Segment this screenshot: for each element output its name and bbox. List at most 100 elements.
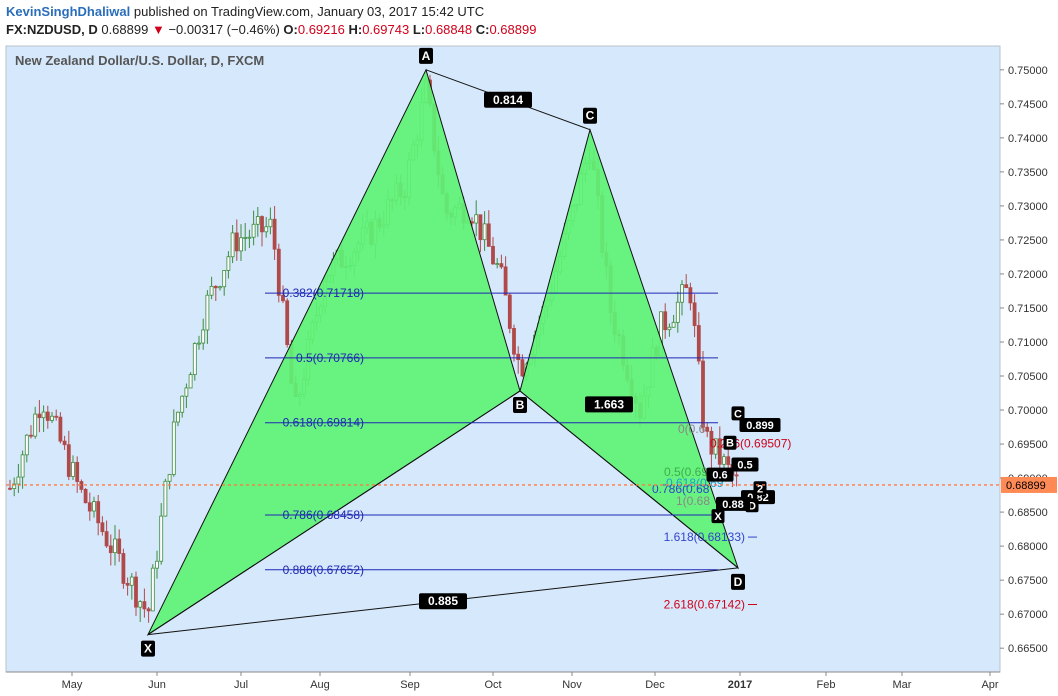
candle-body — [159, 515, 164, 562]
candle-body — [512, 328, 516, 355]
point-b-box — [513, 396, 527, 413]
candle-body — [264, 226, 269, 233]
candle-body — [117, 538, 122, 554]
candle-body — [29, 434, 33, 437]
candle-body — [188, 374, 193, 389]
y-tick-label-3: 0.73500 — [1008, 167, 1048, 179]
chart-area[interactable]: 0.75000 0.74500 0.74000 0.73500 0.73000 0.725… — [0, 42, 1058, 696]
cluster-label-0: 0.236(0.69507) — [710, 436, 791, 450]
open-label: O: — [283, 22, 298, 37]
y-tick-label-10: 0.70000 — [1008, 405, 1048, 417]
cluster-box-0 — [731, 406, 745, 421]
down-arrow-icon: ▼ — [151, 22, 165, 37]
candle-body — [150, 567, 155, 612]
fib-label-2: 0.618(0.69814) — [283, 416, 364, 430]
candle-body — [688, 287, 693, 304]
x-tick-label-4: Sep — [400, 679, 420, 691]
candle-body — [134, 576, 138, 608]
chart-title: New Zealand Dollar/U.S. Dollar, D, FXCM — [15, 53, 265, 68]
cluster-label-5: 0(0.6 — [678, 422, 706, 436]
cluster-label-1: 0.5(0.69 — [664, 465, 708, 479]
y-tick-label-0: 0.75000 — [1008, 65, 1048, 77]
x-tick-label-11: Apr — [981, 679, 998, 691]
open-value: 0.69216 — [297, 22, 345, 37]
ratio-xd-box — [419, 593, 467, 610]
candle-body — [495, 263, 500, 265]
fib-label-4: 0.886(0.67652) — [283, 563, 364, 577]
candle-body — [87, 502, 92, 512]
candle-body — [108, 545, 113, 554]
fib-label-1: 0.5(0.70766) — [296, 351, 364, 365]
cluster-box-8 — [731, 457, 759, 472]
extension-label-1: 2.618(0.67142) — [664, 598, 745, 612]
author-link[interactable]: KevinSinghDhaliwal — [6, 4, 131, 19]
x-tick-label-10: Mar — [893, 679, 912, 691]
candle-body — [663, 311, 668, 331]
y-tick-label-15: 0.67500 — [1008, 575, 1048, 587]
candle-body — [213, 285, 218, 289]
y-tick-label-1: 0.74500 — [1008, 99, 1048, 111]
candle-body — [75, 461, 80, 482]
candle-body — [734, 474, 739, 477]
candle-body — [276, 248, 281, 296]
candle-body — [268, 218, 273, 228]
candle-body — [474, 214, 479, 224]
candle-body — [486, 223, 491, 247]
fib-label-0: 0.382(0.71718) — [283, 286, 364, 300]
candle-body — [138, 601, 143, 608]
y-tick-label-8: 0.71000 — [1008, 337, 1048, 349]
candle-body — [125, 583, 130, 586]
cluster-box-text-9: 0.6 — [712, 470, 727, 482]
point-c-label: C — [586, 109, 595, 123]
low-label: L: — [412, 22, 426, 37]
high-label: H: — [348, 22, 363, 37]
cluster-box-text-1: B — [726, 438, 734, 450]
y-tick-label-2: 0.74000 — [1008, 133, 1048, 145]
candle-body — [8, 487, 12, 490]
close-label: C: — [475, 22, 490, 37]
fib-label-3: 0.786(0.68458) — [283, 508, 364, 522]
point-d-box — [731, 573, 745, 590]
x-tick-label-5: Oct — [484, 679, 501, 691]
candle-body — [239, 237, 243, 252]
candle-body — [155, 560, 159, 569]
publish-text: published on TradingView.com, January 03… — [133, 4, 485, 19]
chart-canvas[interactable]: 0.75000 0.74500 0.74000 0.73500 0.73000 0.725… — [0, 42, 1058, 696]
cluster-box-text-2: 0.899 — [746, 420, 774, 432]
candle-body — [142, 601, 147, 610]
candle-body — [45, 411, 50, 421]
candle-body — [491, 245, 495, 265]
symbol-label: FX:NZDUSD, D — [6, 22, 98, 37]
ratio-bd-text: 1.663 — [594, 397, 624, 411]
pattern-xb-line — [147, 390, 521, 635]
ratio-xd-text: 0.885 — [428, 594, 458, 608]
candle-body — [113, 538, 117, 554]
candle-body — [62, 440, 67, 446]
cluster-box-5 — [711, 509, 725, 524]
candle-body — [209, 285, 214, 296]
candle-body — [285, 300, 290, 345]
high-value: 0.69743 — [362, 22, 410, 37]
candle-body — [251, 223, 256, 238]
candle-body — [33, 413, 38, 437]
candle-body — [205, 294, 210, 331]
candle-body — [671, 321, 676, 328]
point-x-label: X — [144, 642, 152, 656]
candle-body — [520, 359, 525, 377]
candle-body — [176, 411, 180, 423]
point-d-label: D — [734, 575, 743, 589]
candle-body — [92, 501, 96, 512]
x-tick-label-6: Nov — [562, 679, 582, 691]
candle-body — [247, 236, 252, 239]
candle-body — [705, 426, 710, 432]
ratio-ac-box — [484, 91, 532, 108]
candle-body — [96, 501, 101, 524]
x-tick-label-9: Feb — [817, 679, 836, 691]
candle-body — [667, 326, 672, 331]
ratio-bd-box — [585, 396, 633, 413]
candle-body — [675, 301, 680, 323]
point-c-box — [583, 107, 597, 124]
publish-line: KevinSinghDhaliwal published on TradingV… — [6, 4, 484, 19]
candle-body — [201, 329, 206, 344]
candle-body — [281, 294, 285, 302]
